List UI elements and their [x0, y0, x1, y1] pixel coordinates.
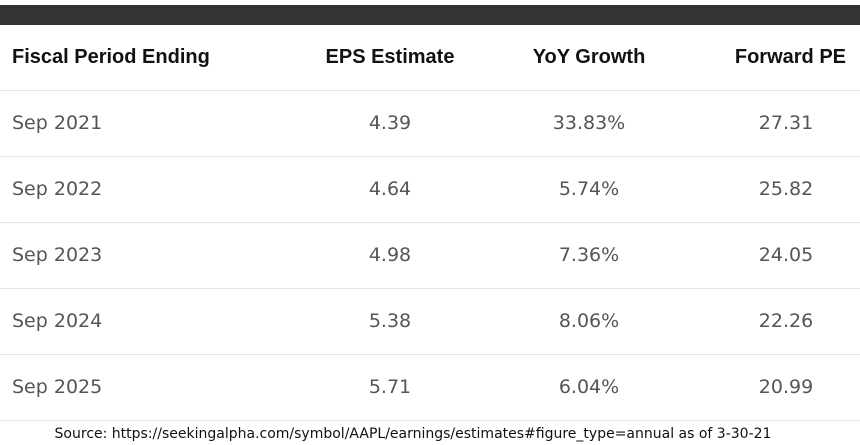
- header-fiscal-period: Fiscal Period Ending: [12, 46, 210, 68]
- table-row: Sep 2021 4.39 33.83% 27.31: [0, 91, 860, 157]
- eps-estimate-cell: 4.64: [368, 178, 412, 200]
- fiscal-period-cell: Sep 2025: [12, 376, 103, 398]
- header-yoy-growth: YoY Growth: [532, 46, 646, 68]
- header-forward-pe: Forward PE: [734, 46, 846, 68]
- yoy-growth-cell: 5.74%: [558, 178, 620, 200]
- eps-estimate-cell: 4.98: [368, 244, 412, 266]
- table-row: Sep 2025 5.71 6.04% 20.99: [0, 355, 860, 421]
- yoy-growth-cell: 7.36%: [558, 244, 620, 266]
- fiscal-period-cell: Sep 2024: [12, 310, 103, 332]
- table-row: Sep 2022 4.64 5.74% 25.82: [0, 157, 860, 223]
- fiscal-period-cell: Sep 2021: [12, 112, 103, 134]
- estimates-table: Fiscal Period Ending EPS Estimate YoY Gr…: [0, 25, 860, 421]
- forward-pe-cell: 20.99: [758, 376, 814, 398]
- fiscal-period-cell: Sep 2023: [12, 244, 103, 266]
- top-bar: [0, 5, 860, 25]
- table-header-row: Fiscal Period Ending EPS Estimate YoY Gr…: [0, 25, 860, 91]
- yoy-growth-cell: 6.04%: [558, 376, 620, 398]
- forward-pe-cell: 22.26: [758, 310, 814, 332]
- table-row: Sep 2024 5.38 8.06% 22.26: [0, 289, 860, 355]
- table-row: Sep 2023 4.98 7.36% 24.05: [0, 223, 860, 289]
- forward-pe-cell: 25.82: [758, 178, 814, 200]
- eps-estimate-cell: 5.71: [368, 376, 412, 398]
- forward-pe-cell: 27.31: [758, 112, 814, 134]
- eps-estimate-cell: 5.38: [368, 310, 412, 332]
- yoy-growth-cell: 33.83%: [552, 112, 626, 134]
- source-note: Source: https://seekingalpha.com/symbol/…: [54, 426, 772, 442]
- fiscal-period-cell: Sep 2022: [12, 178, 103, 200]
- eps-estimate-cell: 4.39: [368, 112, 412, 134]
- forward-pe-cell: 24.05: [758, 244, 814, 266]
- yoy-growth-cell: 8.06%: [558, 310, 620, 332]
- header-eps-estimate: EPS Estimate: [325, 46, 455, 68]
